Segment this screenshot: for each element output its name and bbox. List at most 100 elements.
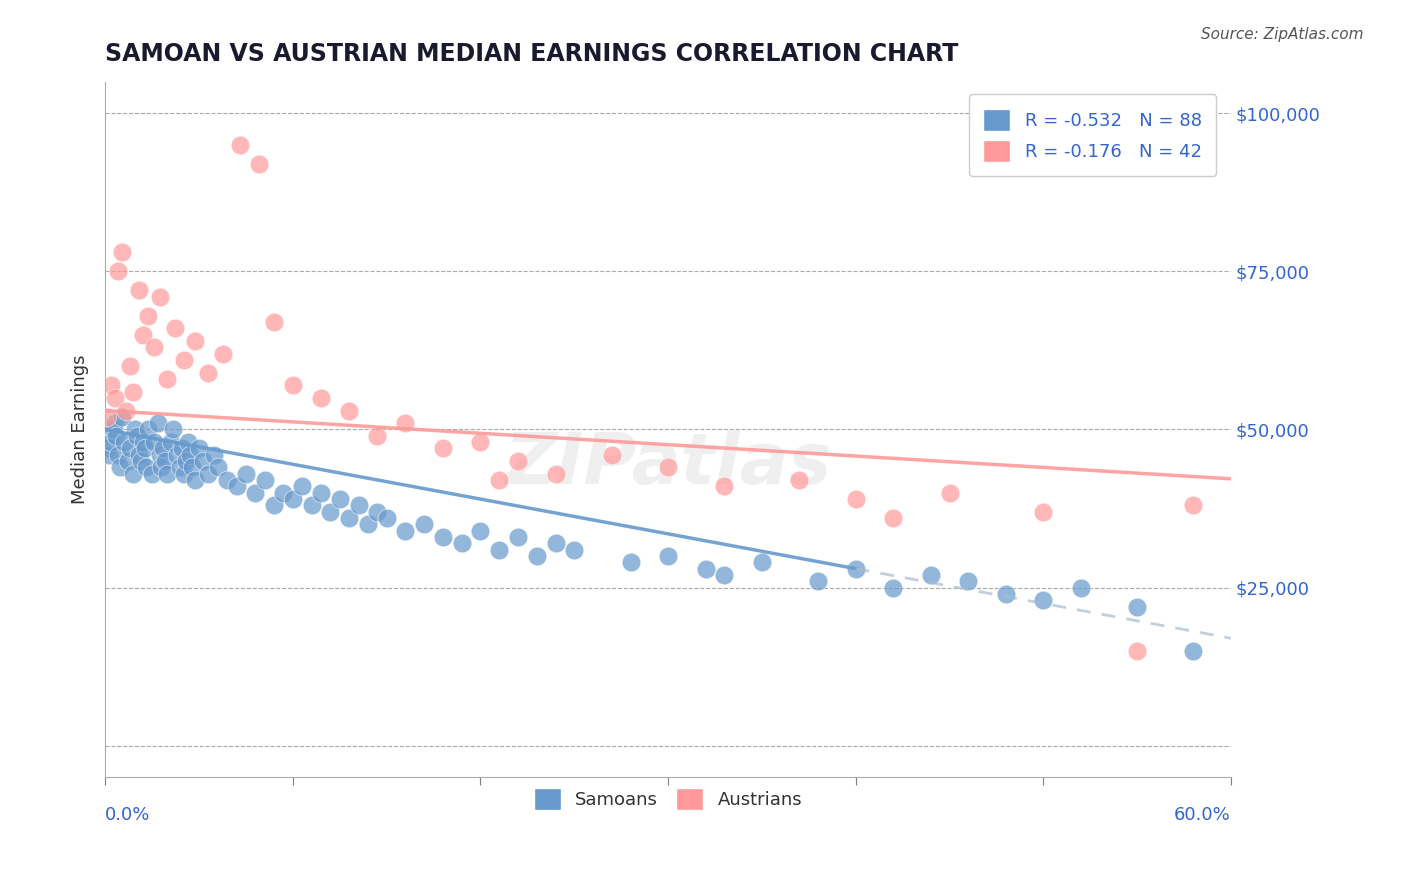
Point [807, 574, 830, 589]
Point [845, 491, 868, 506]
Point [152, 442, 174, 456]
Point [600, 448, 623, 462]
Point [488, 542, 510, 557]
Point [506, 530, 529, 544]
Point [111, 409, 134, 424]
Point [432, 442, 454, 456]
Point [134, 442, 156, 456]
Text: Source: ZipAtlas.com: Source: ZipAtlas.com [1201, 27, 1364, 42]
Point [309, 391, 332, 405]
Point [97, 448, 120, 462]
Legend: Samoans, Austrians: Samoans, Austrians [527, 780, 810, 817]
Point [619, 555, 641, 569]
Point [1070, 581, 1092, 595]
Point [713, 479, 735, 493]
Point [177, 435, 200, 450]
Point [107, 448, 129, 462]
Point [450, 536, 472, 550]
Point [375, 511, 398, 525]
Point [994, 587, 1017, 601]
Point [394, 524, 416, 538]
Point [96, 442, 118, 456]
Point [138, 309, 160, 323]
Point [143, 435, 166, 450]
Point [173, 352, 195, 367]
Point [105, 429, 128, 443]
Point [357, 517, 380, 532]
Point [347, 499, 370, 513]
Point [163, 321, 186, 335]
Point [118, 359, 141, 374]
Point [273, 485, 295, 500]
Point [101, 422, 124, 436]
Y-axis label: Median Earnings: Median Earnings [72, 355, 89, 504]
Point [253, 473, 276, 487]
Text: ZIPatlas: ZIPatlas [505, 430, 832, 499]
Point [263, 499, 285, 513]
Point [329, 491, 352, 506]
Point [882, 581, 904, 595]
Point [526, 549, 548, 563]
Point [156, 372, 179, 386]
Point [166, 448, 188, 462]
Point [128, 448, 150, 462]
Point [1032, 593, 1054, 607]
Point [138, 422, 160, 436]
Point [263, 315, 285, 329]
Point [920, 568, 942, 582]
Point [184, 334, 207, 348]
Point [100, 378, 122, 392]
Point [470, 435, 492, 450]
Point [115, 403, 138, 417]
Point [207, 460, 229, 475]
Point [229, 137, 252, 152]
Point [713, 568, 735, 582]
Point [197, 467, 219, 481]
Point [247, 157, 270, 171]
Point [150, 460, 173, 475]
Point [180, 460, 202, 475]
Point [301, 499, 323, 513]
Point [96, 409, 118, 424]
Point [1182, 644, 1205, 658]
Point [544, 467, 567, 481]
Point [845, 561, 868, 575]
Point [128, 283, 150, 297]
Point [309, 485, 332, 500]
Point [366, 505, 388, 519]
Text: 0.0%: 0.0% [105, 805, 150, 824]
Point [657, 549, 679, 563]
Point [245, 485, 267, 500]
Point [169, 460, 191, 475]
Point [202, 448, 225, 462]
Point [117, 454, 139, 468]
Point [111, 245, 134, 260]
Point [174, 454, 197, 468]
Point [695, 561, 717, 575]
Point [112, 435, 135, 450]
Point [488, 473, 510, 487]
Point [179, 448, 201, 462]
Point [1126, 644, 1149, 658]
Point [172, 442, 194, 456]
Point [366, 429, 388, 443]
Point [141, 467, 163, 481]
Point [135, 460, 157, 475]
Point [319, 505, 342, 519]
Point [143, 340, 166, 354]
Point [1182, 499, 1205, 513]
Point [938, 485, 960, 500]
Point [413, 517, 436, 532]
Point [129, 454, 152, 468]
Point [191, 454, 214, 468]
Text: SAMOAN VS AUSTRIAN MEDIAN EARNINGS CORRELATION CHART: SAMOAN VS AUSTRIAN MEDIAN EARNINGS CORRE… [105, 42, 959, 66]
Point [506, 454, 529, 468]
Point [197, 366, 219, 380]
Point [225, 479, 247, 493]
Point [291, 479, 314, 493]
Point [188, 442, 211, 456]
Point [394, 416, 416, 430]
Point [470, 524, 492, 538]
Point [122, 384, 145, 399]
Point [544, 536, 567, 550]
